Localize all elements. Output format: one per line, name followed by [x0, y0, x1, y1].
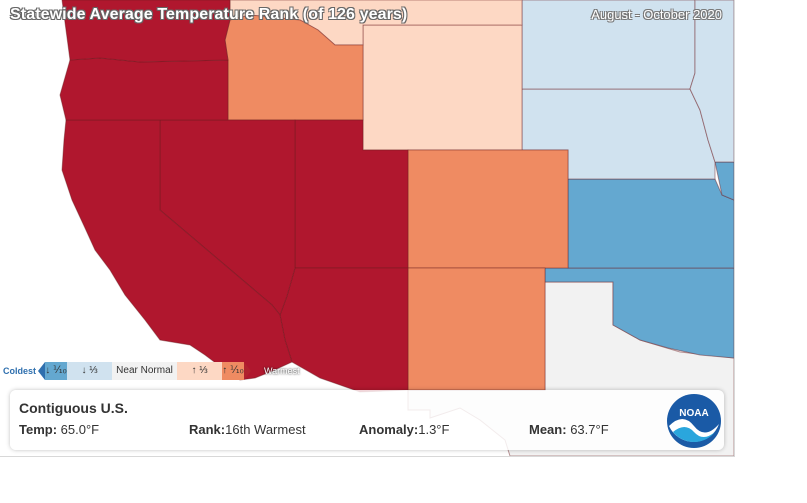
info-panel: Contiguous U.S. Temp: 65.0°F Rank:16th W…: [10, 390, 724, 450]
rank-stat: Rank:16th Warmest: [189, 422, 306, 437]
choropleth-map[interactable]: [0, 0, 734, 456]
legend-item-near-normal: Near Normal: [112, 362, 178, 380]
state-colorado[interactable]: [407, 149, 569, 269]
mean-stat: Mean: 63.7°F: [529, 422, 609, 437]
state-oklahoma[interactable]: [544, 267, 734, 359]
legend-cold-label: Coldest: [3, 366, 37, 376]
noaa-logo-text: NOAA: [679, 408, 708, 419]
legend-warm-label: Warmest: [264, 366, 300, 376]
legend-item-much-above: ↑ ⅒: [222, 362, 245, 380]
anomaly-stat: Anomaly:1.3°F: [359, 422, 449, 437]
rank-value: 16th Warmest: [225, 422, 306, 437]
map-container[interactable]: Statewide Average Temperature Rank (of 1…: [0, 0, 735, 457]
rank-label: Rank:: [189, 422, 226, 437]
state-oregon[interactable]: [59, 57, 229, 121]
state-wyoming[interactable]: [362, 24, 523, 151]
legend-item-much-below: ↓ ⅒: [45, 362, 68, 380]
legend-warm-arrow-icon: [244, 362, 252, 380]
state-idaho[interactable]: [224, 14, 364, 121]
temp-stat: Temp: 65.0°F: [19, 422, 99, 437]
state-new-mexico[interactable]: [407, 267, 546, 391]
mean-label: Mean:: [529, 422, 567, 437]
anomaly-value: 1.3°F: [418, 422, 450, 437]
mean-value: 63.7°F: [570, 422, 609, 437]
state-california[interactable]: [61, 119, 293, 381]
temp-label: Temp:: [19, 422, 58, 437]
state-nevada[interactable]: [159, 119, 296, 317]
state-minnesota[interactable]: [689, 0, 734, 163]
noaa-logo-icon[interactable]: NOAA: [665, 392, 723, 450]
state-kansas[interactable]: [567, 178, 734, 269]
temp-value: 65.0°F: [60, 422, 100, 437]
legend-cold-arrow-icon: [38, 362, 46, 380]
anomaly-label: Anomaly:: [359, 422, 419, 437]
legend-item-below: ↓ ⅓: [67, 362, 113, 380]
legend-item-above: ↑ ⅓: [177, 362, 223, 380]
region-name: Contiguous U.S.: [19, 400, 128, 416]
state-washington[interactable]: [61, 0, 231, 63]
map-title: Statewide Average Temperature Rank (of 1…: [10, 6, 408, 23]
legend: Coldest ↓ ⅒ ↓ ⅓ Near Normal ↑ ⅓ ↑ ⅒ Warm…: [3, 362, 300, 380]
period-label: August - October 2020: [591, 7, 722, 22]
